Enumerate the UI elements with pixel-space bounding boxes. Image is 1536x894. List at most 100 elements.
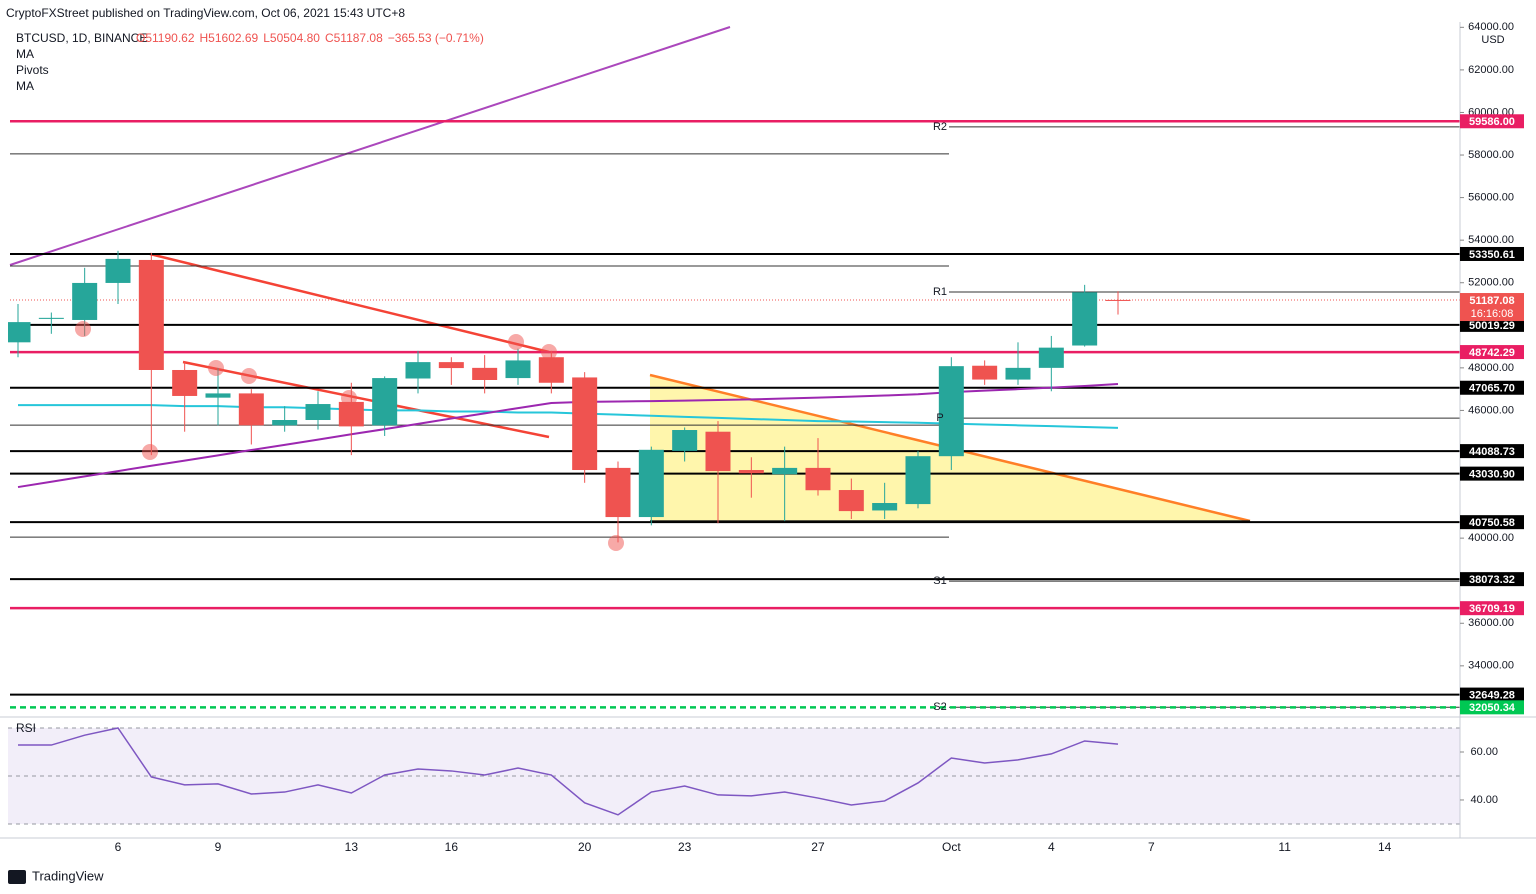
candle-body xyxy=(1038,347,1064,368)
level-label-box xyxy=(1460,317,1524,332)
candle-body xyxy=(1072,292,1098,346)
x-tick-label: Oct xyxy=(942,840,961,854)
y-tick-label: 34000.00 xyxy=(1468,660,1514,672)
x-tick-label: 7 xyxy=(1148,840,1155,854)
y-tick-label: 62000.00 xyxy=(1468,64,1514,76)
y-tick-label: 54000.00 xyxy=(1468,234,1514,246)
level-label-box xyxy=(1460,444,1524,459)
ohlc-legend: O51190.62 H51602.69 L50504.80 C51187.08 −365… xyxy=(136,31,484,45)
candle-body xyxy=(572,377,598,471)
candle-body xyxy=(105,258,131,283)
candle-body xyxy=(972,365,998,380)
brand: TradingView xyxy=(32,868,104,883)
moving-average xyxy=(17,383,1119,489)
price-pane xyxy=(8,26,1460,709)
level-label: 44088.73 xyxy=(1469,446,1515,458)
current-price-box xyxy=(1460,293,1524,322)
indicator-label: MA xyxy=(16,79,34,93)
marker xyxy=(541,344,557,360)
ohlc-value: H51602.69 xyxy=(200,31,259,45)
x-tick-label: 4 xyxy=(1048,840,1055,854)
pivot-label: S2 xyxy=(933,701,946,713)
candle-body xyxy=(72,282,98,320)
candle-body xyxy=(872,503,898,511)
ohlc-value: O51190.62 xyxy=(136,31,195,45)
x-tick-label: 13 xyxy=(345,840,359,854)
level-label-box xyxy=(1460,515,1524,530)
level-label-box xyxy=(1460,572,1524,587)
candle-body xyxy=(172,369,198,396)
annotation-circles xyxy=(75,321,624,551)
level-label: 32649.28 xyxy=(1469,689,1515,701)
y-tick-label: 64000.00 xyxy=(1468,21,1514,33)
marker xyxy=(608,535,624,551)
level-label: 32050.34 xyxy=(1469,702,1516,714)
candle-body xyxy=(238,393,264,426)
level-label-box xyxy=(1460,700,1524,715)
marker xyxy=(241,368,257,384)
rsi-tick-label: 40.00 xyxy=(1470,794,1498,806)
x-tick-label: 20 xyxy=(578,840,592,854)
candle-body xyxy=(138,259,164,370)
candle-body xyxy=(605,467,631,518)
indicator-label: MA xyxy=(16,47,34,61)
marker xyxy=(208,360,224,376)
candle-body xyxy=(38,317,64,319)
level-label: 50019.29 xyxy=(1469,320,1515,332)
candle-body xyxy=(638,449,664,518)
candle-body xyxy=(338,401,364,427)
logo xyxy=(8,870,26,884)
ohlc-value: C51187.08 xyxy=(325,31,383,45)
trend-line xyxy=(149,252,550,354)
level-label-box xyxy=(1460,246,1524,261)
x-tick-label: 27 xyxy=(811,840,825,854)
pivot-label: S1 xyxy=(933,575,946,587)
y-tick-label: 52000.00 xyxy=(1468,277,1514,289)
rsi-tick-label: 60.00 xyxy=(1470,746,1498,758)
candle-body xyxy=(305,404,331,421)
ohlc-value: L50504.80 xyxy=(263,31,320,45)
candle-body xyxy=(538,357,564,383)
candle-body xyxy=(205,393,231,398)
x-tick-label: 11 xyxy=(1278,840,1291,854)
x-tick-label: 9 xyxy=(215,840,222,854)
candle-body xyxy=(405,362,431,379)
candle-body xyxy=(8,322,31,343)
y-tick-label: 40000.00 xyxy=(1468,532,1514,544)
level-label-box xyxy=(1460,466,1524,481)
candle-body xyxy=(272,420,298,426)
countdown: 16:16:08 xyxy=(1471,308,1514,320)
candle-body xyxy=(438,362,464,369)
candle-body xyxy=(1105,299,1131,301)
level-label: 36709.19 xyxy=(1469,603,1515,615)
candle-body xyxy=(905,456,931,505)
current-price-label: 51187.08 xyxy=(1469,295,1514,307)
level-label: 40750.58 xyxy=(1469,517,1515,529)
y-tick-label: 56000.00 xyxy=(1468,191,1514,203)
rsi-pane xyxy=(8,727,1460,825)
y-tick-label: 46000.00 xyxy=(1468,404,1514,416)
rsi-line xyxy=(18,727,1119,816)
level-label: 38073.32 xyxy=(1469,574,1515,586)
candle-body xyxy=(805,467,831,491)
level-label-box xyxy=(1460,345,1524,360)
x-tick-label: 6 xyxy=(115,840,122,854)
level-label: 43030.90 xyxy=(1469,469,1515,481)
moving-average xyxy=(18,404,1119,429)
candle-body xyxy=(705,431,731,472)
candle-body xyxy=(372,378,398,426)
marker xyxy=(508,334,524,350)
publish-header: CryptoFXStreet published on TradingView.… xyxy=(6,6,405,20)
pivot-label: R1 xyxy=(933,286,947,298)
y-tick-label: 58000.00 xyxy=(1468,149,1514,161)
level-label: 48742.29 xyxy=(1469,347,1515,359)
indicator-label: Pivots xyxy=(16,63,49,77)
candle-body xyxy=(738,470,764,474)
candle-body xyxy=(938,366,964,457)
candle-body xyxy=(772,467,798,475)
rsi-title: RSI xyxy=(16,721,36,735)
level-label-box xyxy=(1460,380,1524,395)
pivot-label: P xyxy=(936,412,943,424)
level-label: 47065.70 xyxy=(1469,383,1515,395)
